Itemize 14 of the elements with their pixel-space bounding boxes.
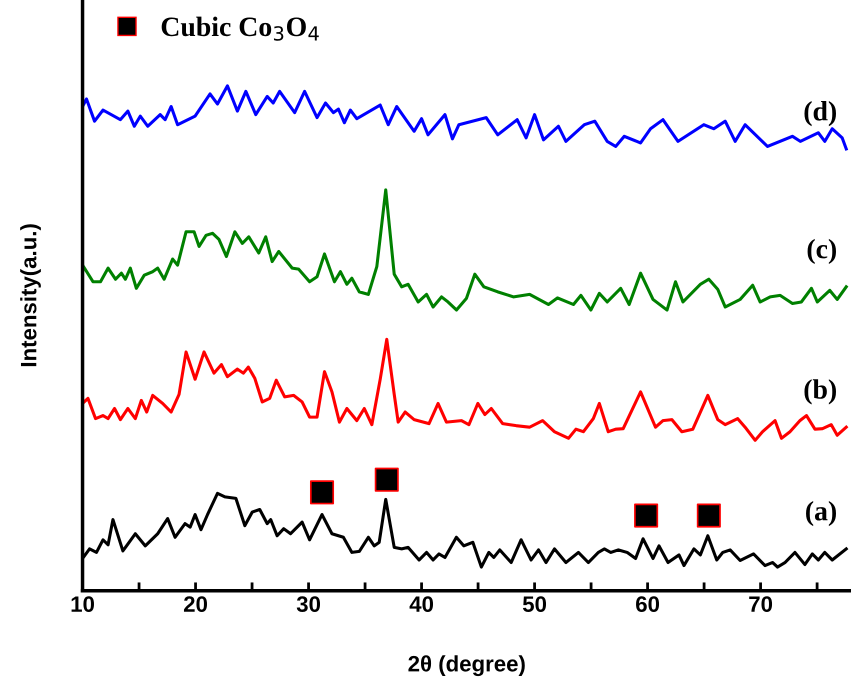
x-tick-label: 50 [522,596,546,612]
x-tick-label: 70 [749,596,772,612]
x-tick-label: 60 [636,596,660,612]
series-label: (d) [804,101,836,126]
x-tick-label: 10 [72,596,94,612]
y-axis-title: Intensity(a.u.) [20,224,41,366]
x-tick-label: 30 [296,596,320,612]
series-label: (c) [808,238,836,264]
x-axis-title: 2θ (degree) [408,655,525,676]
x-tick-label: 20 [184,596,208,612]
series-label: (a) [806,500,836,526]
legend-label: Cubic Co$_{3}$O$_{4}$ [162,16,319,41]
x-tick-label: 40 [410,596,434,612]
series-label: (b) [804,379,836,404]
